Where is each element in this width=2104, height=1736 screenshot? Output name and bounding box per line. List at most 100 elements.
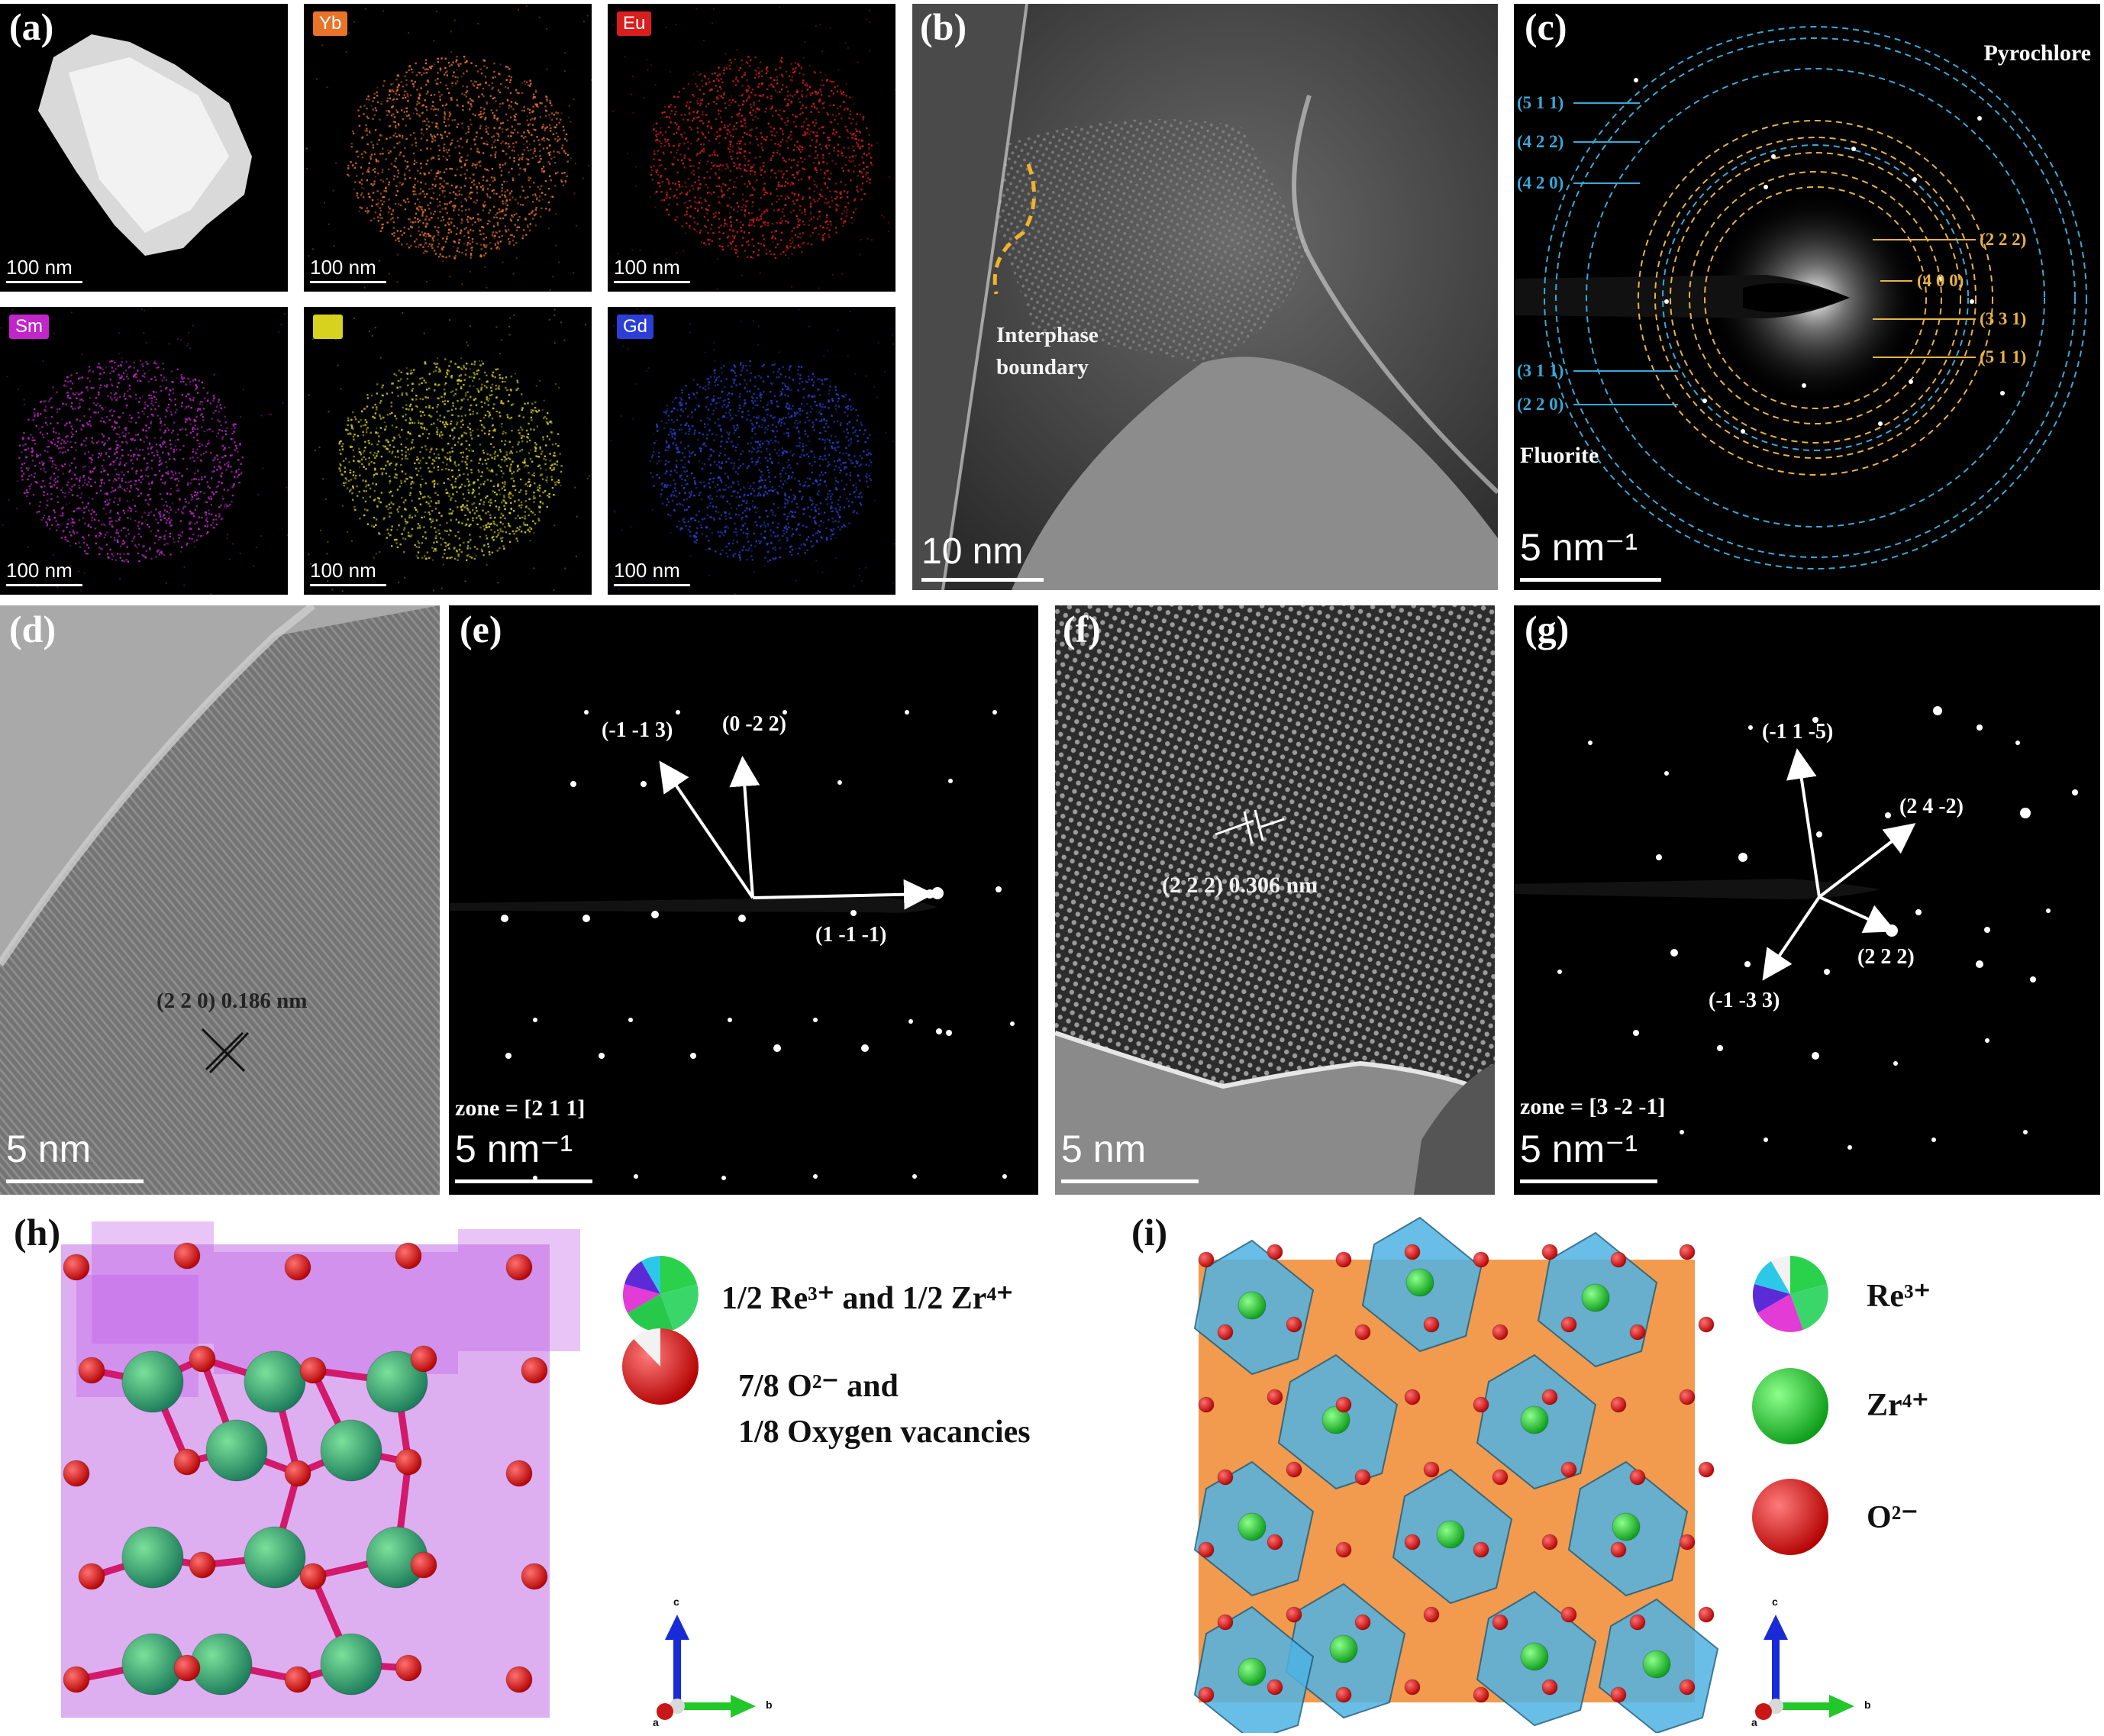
panel-e-fft-pattern: (-1 -1 3) (0 -2 2) (1 -1 -1) zone = [2 1… <box>449 605 1038 1195</box>
eds-scale-bar <box>614 584 690 586</box>
panel-b-scale-bar <box>921 578 1044 582</box>
panel-i-axis-triad: c a b <box>1733 1580 1886 1733</box>
diffraction-spot <box>1764 185 1768 189</box>
diffraction-spot <box>1977 116 1982 121</box>
panel-g-saed-pattern: (-1 1 -5) (2 4 -2) (2 2 2) (-1 -3 3) zon… <box>1514 605 2100 1195</box>
diffraction-spot <box>1664 299 1669 304</box>
fluorite-ring <box>1544 26 2087 570</box>
fluorite-ring-label: (3 1 1) <box>1517 361 1564 380</box>
panel-d-scale-text: 5 nm <box>6 1128 92 1170</box>
panel-e-scale-bar <box>455 1179 592 1183</box>
panel-h-legend-spheres <box>618 1254 702 1406</box>
eds-scale-text: 100 nm <box>310 559 376 582</box>
panel-b-label: (b) <box>920 5 967 48</box>
pyrochlore-title: Pyrochlore <box>1983 40 2091 66</box>
eds-scale-bar <box>6 584 82 586</box>
panel-e-zone: zone = [2 1 1] <box>455 1095 586 1121</box>
diffraction-spot <box>1909 379 1913 384</box>
diffraction-spot <box>1878 421 1883 426</box>
panel-h-crystal-structure <box>46 1206 626 1733</box>
panel-i-axis-b: b <box>1864 1699 1871 1711</box>
fluorite-ring-label: (4 2 2) <box>1517 132 1564 151</box>
panel-f-label: (f) <box>1063 608 1101 650</box>
eds-scale-bar <box>310 584 386 586</box>
panel-g-zone: zone = [3 -2 -1] <box>1520 1094 1666 1119</box>
eds-tile-sm-map: Sm 100 nm <box>0 307 288 595</box>
fluorite-ring <box>1662 144 1969 451</box>
eds-element-tag-gd: Gd <box>617 315 654 339</box>
spot-label-e2: (0 -2 2) <box>722 712 786 736</box>
diffraction-spot <box>2000 391 2005 395</box>
panel-d-fringe-annotation: (2 2 0) 0.186 nm <box>157 989 308 1013</box>
pyrochlore-ring-label: (4 0 0) <box>1917 271 1964 290</box>
panel-c-scale-text: 5 nm⁻¹ <box>1520 526 1638 569</box>
panel-d-scale-bar <box>6 1179 144 1183</box>
panel-f-hrtem-image: (2 2 2) 0.306 nm 5 nm <box>1055 605 1495 1195</box>
interphase-label-line1: Interphase <box>996 323 1099 347</box>
eds-scale-bar <box>614 281 690 283</box>
fluorite-ring-label: (5 1 1) <box>1517 93 1564 112</box>
panel-i-legend-re: Re³⁺ <box>1867 1279 1931 1314</box>
eds-element-tag-zr: Zr <box>313 315 343 339</box>
spot-label-e3: (1 -1 -1) <box>815 923 887 947</box>
panel-g-scale-bar <box>1520 1179 1657 1183</box>
eds-tile-eu-map: Eu 100 nm <box>608 4 895 292</box>
fluorite-ring-label: (2 2 0) <box>1517 395 1564 414</box>
eds-scale-text: 100 nm <box>6 256 73 279</box>
eds-tile-zr-map: Zr 100 nm <box>304 307 592 595</box>
pyrochlore-ring-label: (5 1 1) <box>1980 347 2027 366</box>
spot-label-g4: (-1 -3 3) <box>1709 989 1780 1012</box>
pyrochlore-ring <box>1654 137 1977 459</box>
eds-element-tag-yb: Yb <box>313 11 348 36</box>
panel-i-legend-spheres <box>1748 1254 1832 1567</box>
panel-h-axis-a: a <box>653 1716 659 1728</box>
panel-b-scale-text: 10 nm <box>921 531 1024 572</box>
spot-label-e1: (-1 -1 3) <box>602 718 673 742</box>
fluorite-ring-label: (4 2 0) <box>1517 173 1564 192</box>
panel-f-scale-bar <box>1061 1179 1199 1183</box>
eds-tile-yb-map: Yb 100 nm <box>304 4 592 292</box>
panel-g-scale-text: 5 nm⁻¹ <box>1520 1128 1638 1170</box>
eds-scale-bar <box>6 281 82 283</box>
panel-h-legend-cation: 1/2 Re³⁺ and 1/2 Zr⁴⁺ <box>721 1281 1014 1316</box>
spot-label-g3: (2 2 2) <box>1857 945 1915 969</box>
panel-h-legend-oxygen-line1: 7/8 O²⁻ and <box>738 1369 899 1404</box>
panel-g-label: (g) <box>1525 608 1570 650</box>
oxygen-vacancy-legend-icon <box>622 1328 699 1405</box>
eds-scale-text: 100 nm <box>6 559 73 582</box>
fluorite-ring <box>1555 37 2076 558</box>
panel-f-scale-text: 5 nm <box>1061 1128 1147 1170</box>
panel-h-axis-c: c <box>673 1596 679 1608</box>
re-cation-legend-icon <box>1752 1256 1828 1332</box>
diffraction-spot <box>1802 383 1806 388</box>
diffraction-spot <box>1851 147 1856 151</box>
panel-i-axis-c: c <box>1772 1596 1778 1608</box>
eds-element-tag-eu: Eu <box>617 11 652 36</box>
fluorite-title: Fluorite <box>1520 443 1599 468</box>
diffraction-spot <box>1939 276 1944 281</box>
diffraction-spot <box>1912 177 1917 182</box>
eds-tile-haadf-image: 100 nm <box>0 4 288 292</box>
eds-element-tag-sm: Sm <box>9 315 49 339</box>
panel-i-legend-zr: Zr⁴⁺ <box>1867 1388 1929 1423</box>
diffraction-spot <box>1741 429 1745 434</box>
diffraction-spot <box>1970 299 1974 304</box>
panel-e-label: (e) <box>460 608 502 650</box>
panel-b-hrtem-image: Interphase boundary 10 nm <box>912 4 1498 590</box>
panel-d-label: (d) <box>9 608 56 650</box>
diffraction-spot <box>1771 154 1776 159</box>
panel-c-scale-bar <box>1520 578 1661 582</box>
eds-scale-text: 100 nm <box>310 256 376 279</box>
panel-i-label: (i) <box>1131 1211 1168 1254</box>
oxygen-anion-legend-icon <box>1752 1479 1828 1555</box>
panel-h-axis-triad: c a b <box>653 1580 775 1733</box>
panel-i-axis-a: a <box>1751 1716 1757 1728</box>
eds-scale-text: 100 nm <box>614 256 680 279</box>
panel-i-crystal-structure <box>1168 1206 1733 1733</box>
spot-label-g1: (-1 1 -5) <box>1762 720 1834 744</box>
diffraction-spot <box>1702 399 1707 403</box>
panel-f-fringe-annotation: (2 2 2) 0.306 nm <box>1162 873 1318 898</box>
pyrochlore-ring <box>1638 120 1993 476</box>
fluorite-ring <box>1586 68 2045 528</box>
panel-a-label: (a) <box>9 5 54 48</box>
